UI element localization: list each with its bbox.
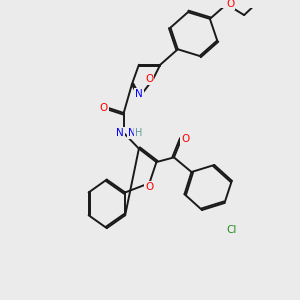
Text: N: N: [116, 128, 124, 138]
Text: O: O: [100, 103, 108, 113]
Text: N: N: [128, 128, 136, 138]
Text: O: O: [226, 0, 235, 9]
Text: H: H: [135, 128, 142, 138]
Text: O: O: [145, 74, 153, 84]
Text: O: O: [145, 182, 154, 192]
Text: Cl: Cl: [226, 225, 237, 235]
Text: N: N: [135, 89, 143, 99]
Text: O: O: [181, 134, 190, 144]
